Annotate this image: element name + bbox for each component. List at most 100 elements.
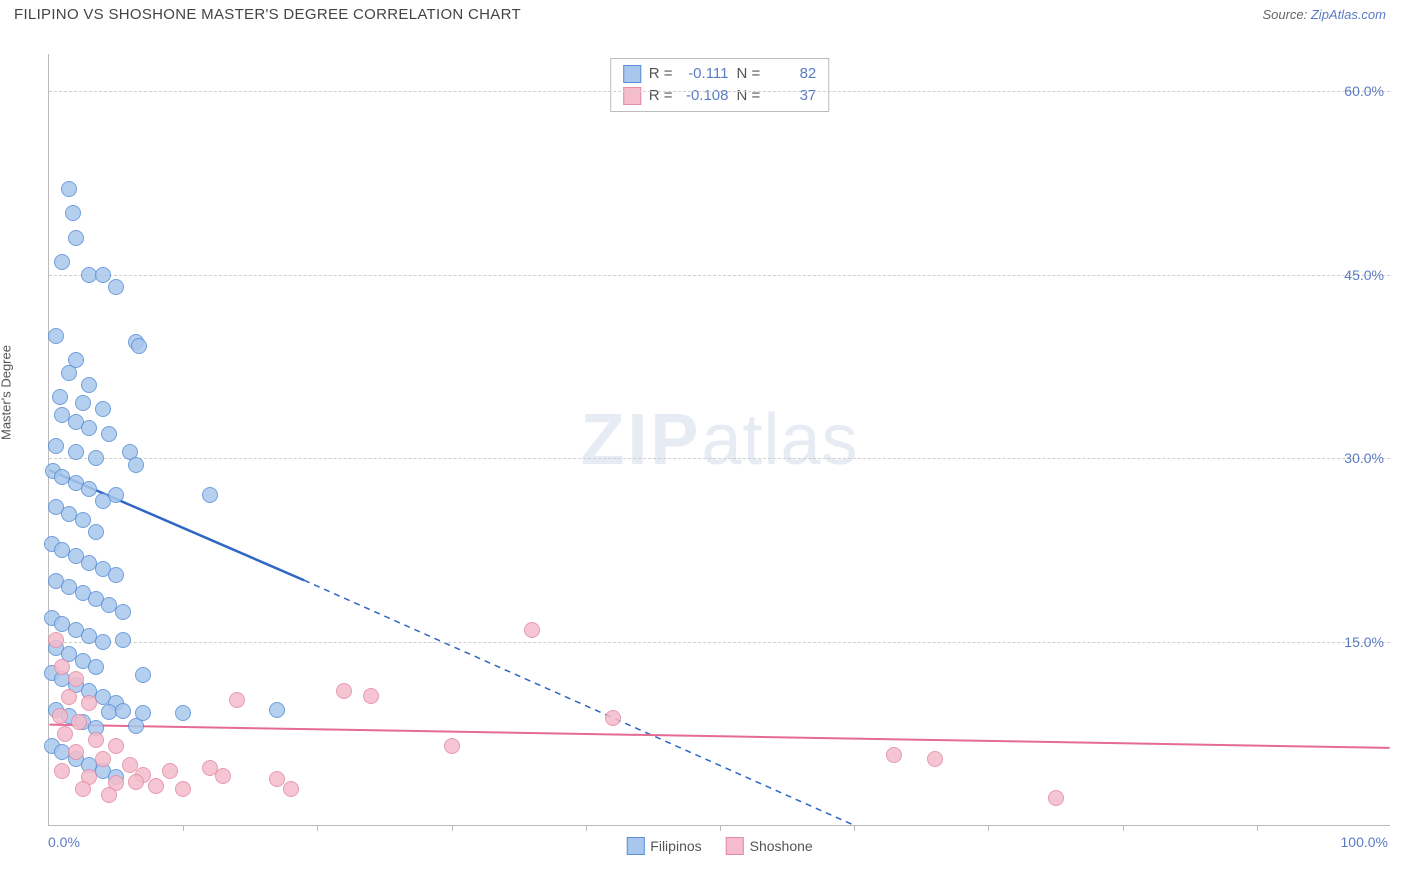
trend-lines-svg <box>49 54 1390 825</box>
scatter-point <box>61 181 77 197</box>
scatter-point <box>81 420 97 436</box>
source-name: ZipAtlas.com <box>1311 7 1386 22</box>
y-tick-label: 30.0% <box>1344 450 1384 466</box>
scatter-point <box>128 457 144 473</box>
n-value-shoshone: 37 <box>768 85 816 107</box>
x-tick <box>1123 825 1124 831</box>
scatter-point <box>54 659 70 675</box>
gridline <box>49 642 1390 643</box>
scatter-point <box>54 254 70 270</box>
stats-row-filipinos: R = -0.111 N = 82 <box>623 63 817 85</box>
scatter-point <box>61 689 77 705</box>
scatter-point <box>48 438 64 454</box>
x-tick <box>183 825 184 831</box>
stats-row-shoshone: R = -0.108 N = 37 <box>623 85 817 107</box>
scatter-point <box>65 205 81 221</box>
scatter-point <box>81 481 97 497</box>
correlation-stats-box: R = -0.111 N = 82 R = -0.108 N = 37 <box>610 58 830 112</box>
x-tick <box>452 825 453 831</box>
scatter-point <box>135 705 151 721</box>
scatter-point <box>524 622 540 638</box>
scatter-point <box>68 444 84 460</box>
gridline <box>49 91 1390 92</box>
gridline <box>49 275 1390 276</box>
scatter-point <box>1048 790 1064 806</box>
scatter-point <box>175 781 191 797</box>
r-label-filipinos: R = <box>649 63 673 85</box>
scatter-point <box>57 726 73 742</box>
scatter-point <box>108 487 124 503</box>
scatter-point <box>108 738 124 754</box>
source-attribution: Source: ZipAtlas.com <box>1262 7 1386 22</box>
scatter-point <box>269 702 285 718</box>
legend-label-shoshone: Shoshone <box>750 838 813 854</box>
scatter-point <box>68 230 84 246</box>
scatter-point <box>88 732 104 748</box>
r-value-shoshone: -0.108 <box>681 85 729 107</box>
scatter-point <box>283 781 299 797</box>
scatter-point <box>95 751 111 767</box>
scatter-point <box>54 763 70 779</box>
scatter-point <box>363 688 379 704</box>
scatter-point <box>88 450 104 466</box>
chart-legend: Filipinos Shoshone <box>626 837 812 855</box>
source-label: Source: <box>1262 7 1310 22</box>
chart-header: FILIPINO VS SHOSHONE MASTER'S DEGREE COR… <box>0 0 1406 27</box>
scatter-point <box>48 632 64 648</box>
scatter-point <box>48 328 64 344</box>
scatter-chart: ZIPatlas R = -0.111 N = 82 R = -0.108 N … <box>48 54 1390 826</box>
chart-title: FILIPINO VS SHOSHONE MASTER'S DEGREE COR… <box>14 6 521 23</box>
scatter-point <box>886 747 902 763</box>
scatter-point <box>101 426 117 442</box>
x-tick <box>854 825 855 831</box>
scatter-point <box>336 683 352 699</box>
watermark-bold: ZIP <box>580 400 701 480</box>
scatter-point <box>131 338 147 354</box>
scatter-point <box>52 389 68 405</box>
scatter-point <box>81 695 97 711</box>
scatter-point <box>115 604 131 620</box>
scatter-point <box>75 512 91 528</box>
legend-label-filipinos: Filipinos <box>650 838 701 854</box>
scatter-point <box>52 708 68 724</box>
scatter-point <box>88 659 104 675</box>
x-tick <box>1257 825 1258 831</box>
scatter-point <box>175 705 191 721</box>
scatter-point <box>135 667 151 683</box>
scatter-point <box>95 634 111 650</box>
scatter-point <box>927 751 943 767</box>
scatter-point <box>148 778 164 794</box>
scatter-point <box>75 781 91 797</box>
x-tick <box>720 825 721 831</box>
y-axis-title: Master's Degree <box>0 345 14 440</box>
watermark-text: ZIPatlas <box>580 399 858 481</box>
x-axis-min-label: 0.0% <box>48 834 80 850</box>
x-axis-max-label: 100.0% <box>1341 834 1388 850</box>
y-tick-label: 45.0% <box>1344 267 1384 283</box>
scatter-point <box>162 763 178 779</box>
scatter-point <box>81 377 97 393</box>
n-value-filipinos: 82 <box>768 63 816 85</box>
scatter-point <box>71 714 87 730</box>
n-label-shoshone: N = <box>737 85 761 107</box>
scatter-point <box>95 267 111 283</box>
x-tick <box>586 825 587 831</box>
x-tick <box>317 825 318 831</box>
gridline <box>49 458 1390 459</box>
legend-swatch-shoshone <box>726 837 744 855</box>
n-label-filipinos: N = <box>737 63 761 85</box>
legend-item-filipinos: Filipinos <box>626 837 701 855</box>
scatter-point <box>128 774 144 790</box>
r-label-shoshone: R = <box>649 85 673 107</box>
scatter-point <box>444 738 460 754</box>
swatch-filipinos <box>623 65 641 83</box>
y-tick-label: 15.0% <box>1344 634 1384 650</box>
scatter-point <box>88 524 104 540</box>
scatter-point <box>229 692 245 708</box>
swatch-shoshone <box>623 87 641 105</box>
r-value-filipinos: -0.111 <box>681 63 729 85</box>
scatter-point <box>68 744 84 760</box>
scatter-point <box>75 395 91 411</box>
scatter-point <box>605 710 621 726</box>
legend-item-shoshone: Shoshone <box>726 837 813 855</box>
